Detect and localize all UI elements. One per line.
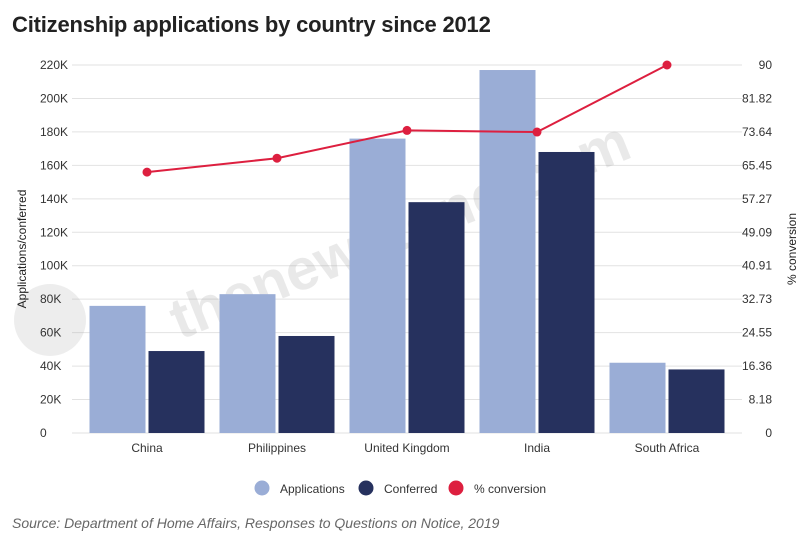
- watermark-logo: [14, 284, 86, 356]
- legend-label: % conversion: [474, 482, 546, 496]
- y2-tick-label: 16.36: [742, 359, 772, 373]
- applications-bar-philippines: [219, 294, 276, 433]
- conferred-bar-united-kingdom: [408, 202, 465, 433]
- y2-tick-label: 0: [765, 426, 772, 440]
- right-axis-ticks: 0 8.18 16.36 24.55 32.73 40.91 49.09 57.27 65.45…: [742, 58, 772, 440]
- left-axis-ticks: 0 20K 40K 60K 80K 100K 120K 140K 160K 180K 200K 220…: [40, 58, 68, 440]
- x-tick-label: Philippines: [248, 441, 306, 455]
- legend-label: Applications: [280, 482, 345, 496]
- y2-tick-label: 8.18: [749, 393, 773, 407]
- conversion-point-china: [142, 167, 152, 177]
- y2-tick-label: 57.27: [742, 192, 772, 206]
- y-tick-label: 120K: [40, 225, 68, 239]
- y-tick-label: 220K: [40, 58, 68, 72]
- conversion-line: [142, 60, 672, 177]
- source-note: Source: Department of Home Affairs, Resp…: [12, 515, 500, 531]
- conferred-bar-south-africa: [668, 369, 725, 433]
- y2-tick-label: 40.91: [742, 259, 772, 273]
- y2-tick-label: 73.64: [742, 125, 772, 139]
- y-tick-label: 40K: [40, 359, 61, 373]
- conferred-bar-india: [538, 151, 595, 433]
- conferred-bar-philippines: [278, 335, 335, 433]
- legend-label: Conferred: [384, 482, 437, 496]
- conferred-bar-china: [148, 351, 205, 433]
- y2-tick-label: 90: [759, 58, 773, 72]
- y2-tick-label: 81.82: [742, 91, 772, 105]
- y-tick-label: 60K: [40, 326, 61, 340]
- y-tick-label: 80K: [40, 292, 61, 306]
- y-tick-label: 180K: [40, 125, 68, 139]
- legend: Applications Conferred % conversion: [254, 480, 546, 496]
- x-tick-label: South Africa: [635, 441, 700, 455]
- y2-tick-label: 32.73: [742, 292, 772, 306]
- x-tick-label: India: [524, 441, 550, 455]
- conversion-point-south-africa: [662, 60, 672, 70]
- conversion-point-united-kingdom: [402, 125, 412, 135]
- y-tick-label: 0: [40, 426, 47, 440]
- left-axis-title: Applications/conferred: [15, 190, 29, 309]
- y-tick-label: 20K: [40, 393, 61, 407]
- chart-title: Citizenship applications by country sinc…: [12, 12, 491, 37]
- y-tick-label: 160K: [40, 158, 68, 172]
- legend-marker-2: [448, 480, 464, 496]
- applications-bar-india: [479, 70, 536, 433]
- x-tick-label: United Kingdom: [364, 441, 449, 455]
- conversion-point-philippines: [272, 153, 282, 163]
- applications-bar-south-africa: [609, 362, 666, 433]
- applications-bar-china: [89, 305, 146, 433]
- x-tick-label: China: [131, 441, 163, 455]
- y2-tick-label: 65.45: [742, 158, 772, 172]
- legend-marker-1: [358, 480, 374, 496]
- y2-tick-label: 49.09: [742, 225, 772, 239]
- y-tick-label: 140K: [40, 192, 68, 206]
- y2-tick-label: 24.55: [742, 326, 772, 340]
- y-tick-label: 200K: [40, 91, 68, 105]
- category-axis-labels: China Philippines United Kingdom India South…: [131, 441, 699, 455]
- y-tick-label: 100K: [40, 259, 68, 273]
- right-axis-title: % conversion: [785, 213, 799, 285]
- applications-bar-united-kingdom: [349, 138, 406, 433]
- legend-marker-0: [254, 480, 270, 496]
- conversion-point-india: [532, 127, 542, 137]
